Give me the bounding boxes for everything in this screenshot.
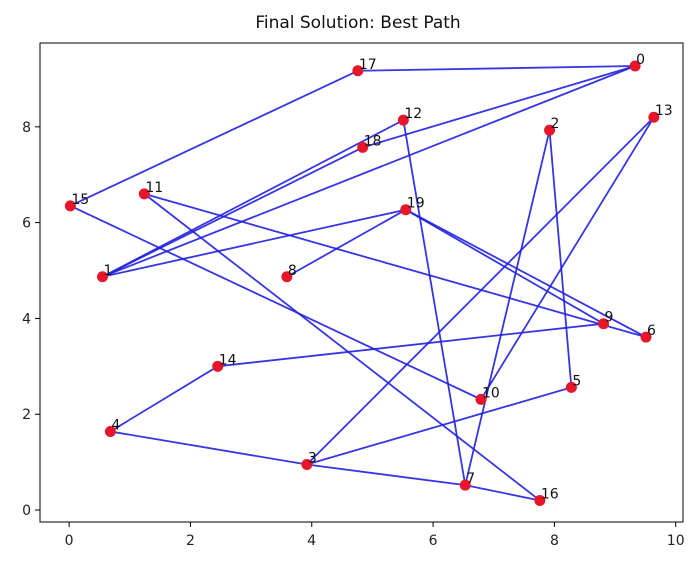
path-segment <box>357 65 636 72</box>
city-point <box>459 479 471 491</box>
path-segment <box>102 119 404 278</box>
x-tick-label: 0 <box>65 533 74 549</box>
x-tick-label: 8 <box>550 533 559 549</box>
x-tick-label: 6 <box>429 533 438 549</box>
city-point <box>352 65 364 77</box>
city-label: 5 <box>572 373 581 389</box>
city-point <box>96 271 108 283</box>
path-segment <box>405 208 604 325</box>
city-label: 7 <box>466 471 475 487</box>
city-label: 6 <box>647 323 656 339</box>
city-label: 17 <box>359 57 377 73</box>
city-label: 13 <box>655 103 673 119</box>
path-segment <box>217 322 604 368</box>
x-tick-label: 2 <box>186 533 195 549</box>
path-segment <box>143 193 541 502</box>
city-label: 15 <box>71 192 89 208</box>
city-point <box>397 114 409 126</box>
city-label: 11 <box>145 180 163 196</box>
city-label: 0 <box>636 52 645 68</box>
path-segment <box>548 130 573 388</box>
city-point <box>648 111 660 123</box>
chart-title: Final Solution: Best Path <box>255 13 460 33</box>
path-segment <box>306 116 655 466</box>
city-point <box>544 124 556 136</box>
path-segment <box>306 386 572 466</box>
city-point <box>565 381 577 393</box>
y-tick-label: 2 <box>22 407 31 423</box>
plot-area-frame <box>39 42 684 523</box>
city-point <box>138 188 150 200</box>
city-label: 14 <box>219 352 237 368</box>
city-label: 19 <box>407 196 425 212</box>
path-segment <box>69 205 482 401</box>
city-point <box>281 271 293 283</box>
city-point <box>640 331 652 343</box>
city-label: 18 <box>364 133 382 149</box>
path-segment <box>402 119 467 486</box>
city-label: 10 <box>482 385 500 401</box>
city-point <box>629 60 641 72</box>
path-segment <box>69 69 359 207</box>
city-label: 1 <box>103 263 112 279</box>
city-label: 2 <box>551 116 560 132</box>
axes: 0 2 4 6 8 10 0 2 4 6 8 <box>22 120 685 549</box>
path-segment <box>286 208 407 278</box>
path-segment <box>144 193 647 338</box>
x-tick-label: 10 <box>667 533 685 549</box>
path-segment <box>465 484 541 502</box>
path-segment <box>480 116 655 400</box>
city-point <box>104 425 116 437</box>
path-lines <box>69 65 655 502</box>
city-point <box>357 141 369 153</box>
city-point <box>598 318 610 330</box>
y-tick-label: 0 <box>22 503 31 519</box>
path-segment <box>102 208 406 278</box>
city-label: 8 <box>288 263 297 279</box>
y-tick-label: 6 <box>22 216 31 232</box>
city-point <box>534 494 546 506</box>
y-tick-label: 8 <box>22 120 31 136</box>
city-point <box>400 204 412 216</box>
city-label: 3 <box>308 451 317 467</box>
y-tick-label: 4 <box>22 311 31 327</box>
path-segment <box>109 365 219 433</box>
city-point <box>475 393 487 405</box>
path-segment <box>362 65 636 149</box>
path-segment <box>110 430 308 466</box>
city-point <box>301 459 313 471</box>
path-segment <box>102 146 364 278</box>
city-label: 4 <box>111 417 120 433</box>
city-label: 12 <box>404 106 422 122</box>
city-point <box>64 200 76 212</box>
path-segment <box>306 463 466 487</box>
city-label: 16 <box>541 486 559 502</box>
path-segment <box>405 208 647 338</box>
path-segment <box>464 129 551 486</box>
x-tick-label: 4 <box>307 533 316 549</box>
point-markers <box>64 60 660 506</box>
city-label: 9 <box>605 310 614 326</box>
city-point <box>212 360 224 372</box>
path-segment <box>102 65 636 278</box>
